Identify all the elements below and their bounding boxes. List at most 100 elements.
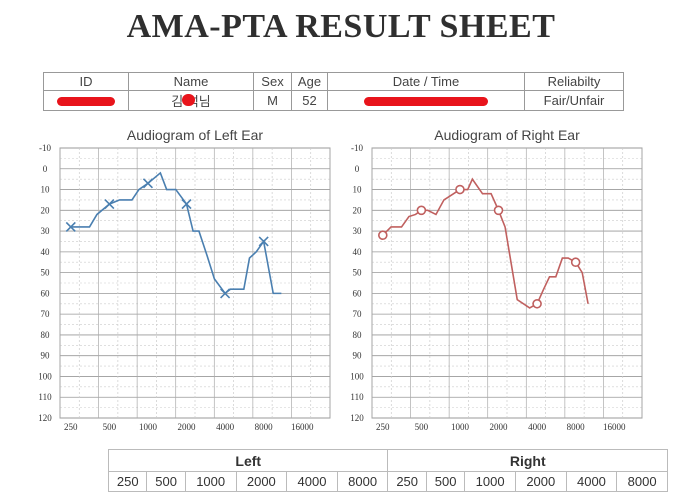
y-tick-label: 60 [353, 288, 363, 298]
data-point-o-marker [377, 230, 388, 241]
threshold-freq-row: 250 500 1000 2000 4000 8000 250 500 1000… [107, 471, 668, 492]
id-label: ID [43, 72, 129, 91]
sex-label: Sex [253, 72, 292, 91]
data-point-o-marker [493, 205, 504, 216]
y-tick-label: -10 [351, 143, 363, 153]
age-value: 52 [291, 90, 328, 111]
y-tick-label: 80 [353, 330, 363, 340]
freq-cell: 1000 [184, 471, 237, 492]
age-label: Age [291, 72, 328, 91]
page-title: AMA-PTA RESULT SHEET [126, 8, 556, 45]
freq-cell: 1000 [464, 471, 516, 492]
datetime-value [327, 90, 525, 111]
sex-value: M [253, 90, 292, 111]
freq-cell: 4000 [565, 471, 618, 492]
y-tick-label: 90 [41, 351, 51, 361]
redaction-mark [364, 97, 488, 107]
threshold-table: Left Right 250 500 1000 2000 4000 8000 2… [107, 449, 668, 492]
freq-cell: 500 [425, 471, 466, 492]
x-tick-label: 250 [376, 422, 390, 432]
redaction-mark [182, 94, 196, 106]
redaction-mark [57, 97, 115, 107]
x-tick-label: 500 [415, 422, 429, 432]
datetime-label: Date / Time [327, 72, 525, 91]
x-tick-label: 500 [103, 422, 117, 432]
y-tick-label: -10 [39, 143, 51, 153]
marker-stroke [220, 288, 231, 299]
x-tick-label: 1000 [451, 422, 470, 432]
y-tick-label: 100 [38, 371, 52, 381]
data-point-x-marker [142, 178, 154, 189]
freq-cell: 8000 [336, 471, 389, 492]
left-ear-audiogram: Audiogram of Left Ear -10 0 10 20 30 40 50 60 70 8… [30, 127, 340, 433]
y-tick-label: 20 [41, 205, 51, 215]
y-tick-label: 120 [350, 413, 364, 423]
y-tick-label: 50 [41, 268, 51, 278]
y-tick-label: 70 [353, 309, 363, 319]
chart-title: Audiogram of Right Ear [434, 127, 580, 143]
data-point-o-marker [416, 205, 427, 216]
data-point-o-marker [532, 298, 542, 309]
marker-stroke [104, 199, 115, 210]
chart-title: Audiogram of Left Ear [127, 127, 264, 143]
x-tick-label: 8000 [255, 422, 274, 432]
y-tick-label: 60 [41, 288, 51, 298]
data-point-x-marker [220, 288, 231, 299]
data-point-x-marker [104, 199, 115, 210]
threshold-header-row: Left Right [107, 449, 668, 472]
data-point-x-marker [181, 199, 192, 210]
freq-cell: 250 [387, 471, 427, 492]
y-tick-label: 120 [38, 413, 52, 423]
freq-cell: 8000 [616, 471, 668, 492]
x-tick-label: 2000 [490, 422, 509, 432]
data-point-o-marker [570, 257, 581, 268]
x-tick-label: 16000 [291, 422, 314, 432]
x-tick-label: 1000 [139, 422, 158, 432]
freq-cell: 2000 [235, 471, 288, 492]
info-value-row: 김 석님 M 52 Fair/Unfair [43, 90, 624, 111]
marker-stroke [142, 178, 154, 189]
x-tick-label: 2000 [178, 422, 197, 432]
left-audiogram-svg: Audiogram of Left Ear -10 0 10 20 30 40 50 60 70 8… [38, 127, 331, 432]
y-tick-label: 70 [41, 309, 51, 319]
y-tick-label: 20 [353, 205, 363, 215]
data-point-x-marker [65, 221, 76, 232]
x-tick-label: 4000 [528, 422, 547, 432]
right-audiogram-svg: Audiogram of Right Ear -10 0 10 20 30 40 50 60 70… [350, 127, 643, 432]
name-value: 김 석님 [128, 90, 254, 111]
y-tick-label: 40 [41, 247, 51, 257]
freq-cell: 250 [107, 471, 148, 492]
y-tick-label: 40 [353, 247, 363, 257]
freq-cell: 4000 [286, 471, 338, 492]
name-label: Name [128, 72, 254, 91]
x-tick-label: 8000 [567, 422, 586, 432]
right-header: Right [387, 449, 668, 472]
y-tick-label: 100 [350, 371, 364, 381]
y-tick-label: 0 [43, 164, 48, 174]
y-tick-label: 0 [355, 164, 360, 174]
y-tick-label: 110 [350, 392, 364, 402]
reliability-label: Reliabilty [524, 72, 624, 91]
id-value [43, 90, 129, 111]
left-header: Left [107, 449, 389, 472]
data-point-o-marker [455, 184, 465, 195]
y-tick-label: 10 [353, 185, 363, 195]
freq-cell: 2000 [514, 471, 567, 492]
marker-stroke [181, 199, 192, 210]
y-tick-label: 10 [41, 185, 51, 195]
y-tick-label: 110 [38, 392, 52, 402]
y-tick-label: 90 [353, 351, 363, 361]
data-point-x-marker [258, 236, 269, 247]
reliability-value: Fair/Unfair [524, 90, 624, 111]
marker-stroke [65, 221, 76, 232]
marker-stroke [258, 236, 269, 247]
y-tick-label: 50 [353, 268, 363, 278]
patient-info-table: ID Name Sex Age Date / Time Reliabilty 김… [43, 72, 624, 111]
y-tick-label: 80 [41, 330, 51, 340]
x-tick-label: 250 [64, 422, 78, 432]
info-header-row: ID Name Sex Age Date / Time Reliabilty [43, 72, 624, 91]
freq-cell: 500 [146, 471, 186, 492]
right-ear-audiogram: Audiogram of Right Ear -10 0 10 20 30 40 50 60 70… [342, 127, 652, 433]
x-tick-label: 16000 [603, 422, 626, 432]
y-tick-label: 30 [41, 226, 51, 236]
